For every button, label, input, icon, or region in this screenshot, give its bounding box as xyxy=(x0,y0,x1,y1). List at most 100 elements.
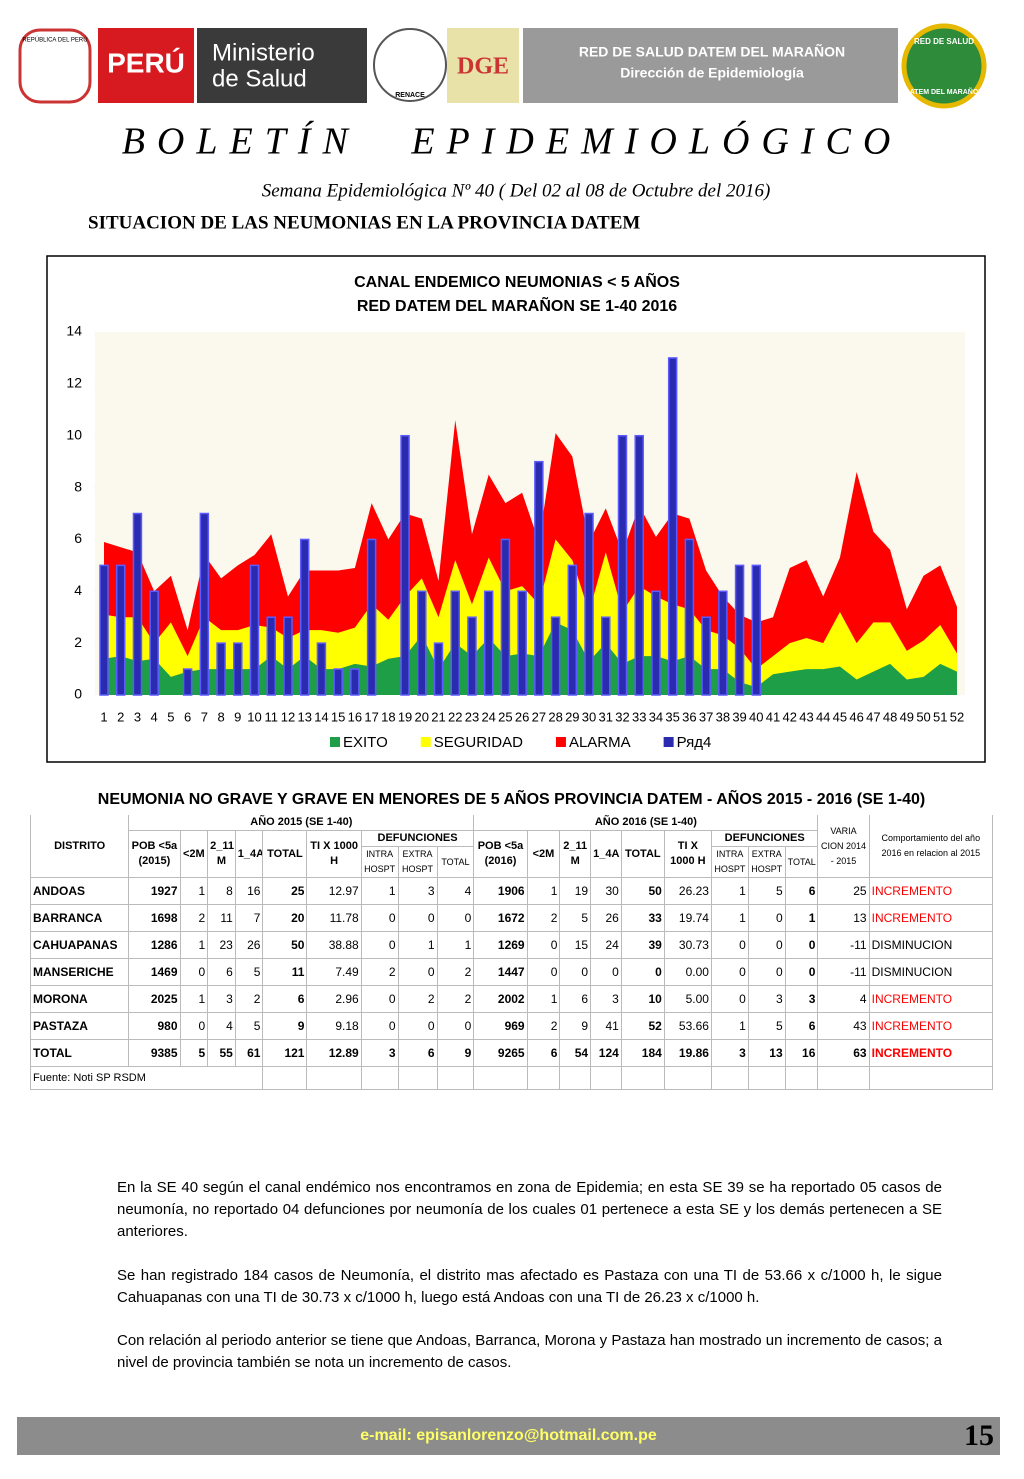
minsa-box xyxy=(197,28,367,103)
x-tick-label: 29 xyxy=(565,709,579,724)
table-cell: 61 xyxy=(234,1039,264,1067)
table-cell: DEFUNCIONES xyxy=(360,830,475,847)
table-cell xyxy=(620,1066,665,1090)
x-tick-label: 40 xyxy=(749,709,763,724)
de-salud: de Salud xyxy=(212,65,307,92)
table-cell: 4 xyxy=(207,1012,236,1040)
table-cell: 0 xyxy=(747,904,786,932)
table-cell: 1269 xyxy=(473,931,528,959)
top-area: REPÚBLICA DEL PERÚ PERÚ Ministerio de Sa… xyxy=(18,23,987,763)
table-cell: 9385 xyxy=(128,1039,181,1067)
table-cell: 0 xyxy=(747,958,786,986)
x-tick-label: 18 xyxy=(381,709,395,724)
bar xyxy=(283,616,293,696)
table-cell: INCREMENTO xyxy=(868,985,994,1013)
x-tick-label: 21 xyxy=(431,709,445,724)
table-cell: 1 xyxy=(179,931,209,959)
table-cell: <2M xyxy=(179,830,209,878)
table-cell: 1_4A xyxy=(234,830,264,878)
table-cell: 0 xyxy=(436,904,475,932)
bar xyxy=(550,616,561,696)
table-cell: 0 xyxy=(397,904,438,932)
x-tick-label: 52 xyxy=(950,709,964,724)
table-cell: INCREMENTO xyxy=(868,904,994,932)
bar xyxy=(233,642,243,696)
bar xyxy=(333,668,343,696)
table-cell xyxy=(360,1066,399,1090)
table-row: PASTAZA 980 0 4 5 9 9.18 0 0 0 969 2 9 41 52 53.66 1 5 6 43… xyxy=(29,1012,994,1040)
table-cell: 2025 xyxy=(128,985,181,1013)
table-row: DISTRITO AÑO 2015 (SE 1-40) AÑO 2016 (SE 1… xyxy=(29,814,994,878)
x-tick-label: 51 xyxy=(933,709,947,724)
x-tick-label: 30 xyxy=(582,709,596,724)
x-tick-label: 41 xyxy=(766,709,780,724)
table-cell: PASTAZA xyxy=(29,1012,130,1040)
footer: e-mail: episanlorenzo@hotmail.com.pe 15 xyxy=(17,1417,1000,1455)
x-tick-label: 35 xyxy=(665,709,679,724)
table-cell: DEFUNCIONES xyxy=(710,830,819,847)
table-cell: 4 xyxy=(436,877,475,905)
table-cell: 2.96 xyxy=(306,985,362,1013)
table-cell: 6 xyxy=(784,877,819,905)
table-cell: 0 xyxy=(526,931,561,959)
table-cell: 1 xyxy=(397,931,438,959)
x-tick-label: 38 xyxy=(716,709,730,724)
table-cell: 6 xyxy=(207,958,236,986)
table-cell: 6 xyxy=(262,985,308,1013)
bar xyxy=(316,642,327,696)
table-cell: 3 xyxy=(207,985,236,1013)
table-cell: 4 xyxy=(817,985,870,1013)
table-cell: 2 xyxy=(526,1012,561,1040)
table-row: MORONA 2025 1 3 2 6 2.96 0 2 2 2002 1 6 3 10 5.00 0 3 3 4 IN… xyxy=(29,985,994,1013)
table-cell: 25 xyxy=(817,877,870,905)
ministerio: Ministerio xyxy=(212,39,315,66)
bar xyxy=(149,590,159,696)
x-tick-label: 20 xyxy=(415,709,429,724)
x-tick-label: 8 xyxy=(217,709,224,724)
table-cell: 0 xyxy=(397,958,438,986)
bar xyxy=(132,512,143,696)
table-cell: MORONA xyxy=(29,985,130,1013)
y-tick-label: 10 xyxy=(66,426,82,442)
table-cell: 1672 xyxy=(473,904,528,932)
x-tick-label: 34 xyxy=(649,709,663,724)
table-cell: 41 xyxy=(590,1012,622,1040)
table-cell: 9265 xyxy=(473,1039,528,1067)
coat-of-arms xyxy=(18,28,92,104)
bar xyxy=(517,590,527,696)
table-cell: BARRANCA xyxy=(29,904,130,932)
table-cell: 7.49 xyxy=(306,958,362,986)
table-cell: 7 xyxy=(234,904,264,932)
table-cell: 5 xyxy=(559,904,592,932)
table-cell: 5.00 xyxy=(663,985,712,1013)
bar xyxy=(718,590,728,696)
table-cell: MANSERICHE xyxy=(29,958,130,986)
table-cell: DISMINUCION xyxy=(868,958,994,986)
table-cell: POB <5a (2015) xyxy=(128,830,181,878)
table-cell: 30.73 xyxy=(663,931,712,959)
table-cell: 6 xyxy=(526,1039,561,1067)
table-cell: 50 xyxy=(262,931,308,959)
x-tick-label: 23 xyxy=(465,709,479,724)
table-cell: Comportamiento del año 2016 en relacion … xyxy=(868,814,994,878)
y-tick-label: 0 xyxy=(74,686,82,702)
table-cell: TOTAL xyxy=(784,846,819,878)
table-cell: 38.88 xyxy=(306,931,362,959)
x-tick-label: 15 xyxy=(331,709,345,724)
table-cell: -11 xyxy=(817,931,870,959)
bar xyxy=(199,512,210,696)
chart-subtitle: RED DATEM DEL MARAÑON SE 1-40 2016 xyxy=(357,295,677,315)
x-tick-label: 25 xyxy=(498,709,512,724)
bar xyxy=(266,616,277,696)
y-tick-label: 8 xyxy=(74,478,82,494)
table-cell: 23 xyxy=(207,931,236,959)
table-row: TOTAL 9385 5 55 61 121 12.89 3 6 9 9265 6 54 124 184 19… xyxy=(29,1039,994,1067)
table-cell: 2 xyxy=(234,985,264,1013)
bar xyxy=(634,434,644,696)
x-tick-label: 5 xyxy=(167,709,174,724)
table-cell: 5 xyxy=(179,1039,209,1067)
bar xyxy=(99,564,109,696)
x-tick-label: 6 xyxy=(184,709,191,724)
table-cell: DISTRITO xyxy=(29,814,130,878)
x-tick-label: 11 xyxy=(265,709,279,724)
